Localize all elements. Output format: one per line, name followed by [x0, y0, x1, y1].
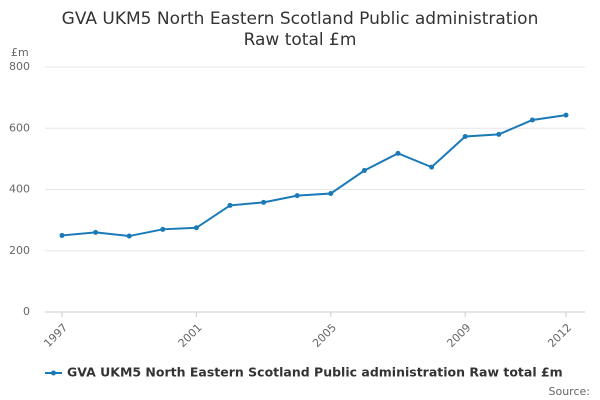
point — [529, 117, 535, 123]
point — [93, 229, 99, 235]
point — [261, 199, 267, 205]
point — [361, 168, 367, 174]
series-line — [61, 114, 567, 238]
point — [462, 134, 468, 140]
y-tick-label: 800 — [9, 60, 30, 73]
point — [294, 193, 300, 199]
point — [227, 202, 233, 208]
point — [496, 131, 502, 137]
point — [429, 164, 435, 170]
y-axis-label: £m — [11, 46, 29, 59]
legend-swatch — [51, 370, 56, 376]
legend-label: GVA UKM5 North Eastern Scotland Public a… — [67, 365, 563, 380]
point — [328, 190, 334, 196]
chart-title: GVA UKM5 North Eastern Scotland Public a… — [62, 9, 539, 29]
y-tick-label: 200 — [9, 244, 30, 257]
point — [59, 232, 65, 238]
point — [563, 112, 569, 118]
y-tick-label: 600 — [9, 121, 30, 134]
point — [395, 150, 401, 156]
chart-title: Raw total £m — [244, 30, 357, 50]
point — [193, 225, 199, 231]
y-tick-label: 400 — [9, 183, 30, 196]
point — [126, 233, 132, 239]
source: Source: — [549, 385, 591, 398]
point — [160, 226, 166, 232]
y-tick-label: 0 — [23, 305, 30, 318]
